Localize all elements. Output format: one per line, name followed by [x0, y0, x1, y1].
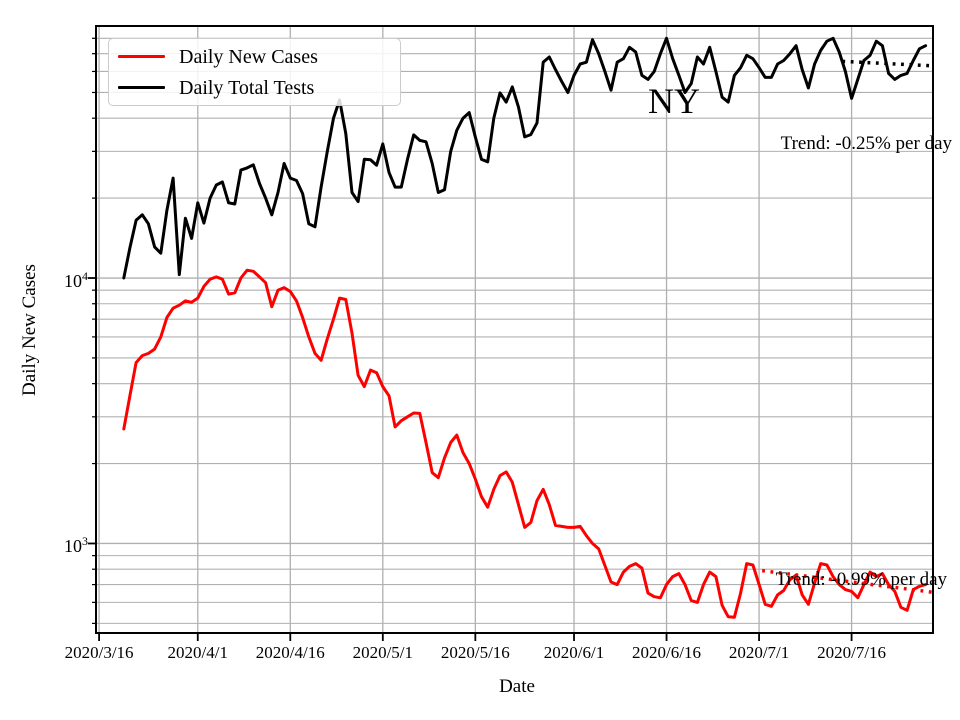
legend-label-tests: Daily Total Tests	[179, 76, 315, 99]
plot-border	[95, 25, 934, 634]
legend-item-cases: Daily New Cases	[109, 45, 400, 69]
tests-trend-line	[842, 59, 934, 68]
x-tick-label: 2020/5/1	[352, 643, 414, 662]
x-tick-label: 2020/7/1	[728, 643, 790, 662]
legend: Daily New Cases Daily Total Tests	[108, 38, 401, 106]
tests-trend-label: Trend: -0.25% per day	[780, 133, 952, 154]
x-tick-label: 2020/6/16	[632, 643, 701, 662]
y-tick-label: 104	[64, 269, 88, 292]
daily-new-cases-line	[122, 268, 928, 619]
x-axis-label: Date	[499, 676, 535, 697]
state-annotation: NY	[648, 81, 700, 121]
cases-trend-label: Trend: -0.99% per day	[775, 569, 947, 590]
legend-label-cases: Daily New Cases	[179, 45, 318, 68]
x-tick-label: 2020/3/16	[64, 643, 134, 662]
x-tick-label: 2020/4/1	[167, 643, 228, 662]
y-tick-label: 103	[64, 534, 88, 557]
legend-item-tests: Daily Total Tests	[109, 76, 400, 100]
daily-total-tests-line	[122, 36, 928, 280]
tests-line-swatch	[118, 85, 165, 90]
x-tick-label: 2020/6/1	[543, 643, 605, 662]
x-tick-label: 2020/4/16	[255, 643, 325, 662]
cases-line-swatch	[118, 54, 165, 59]
x-tick-label: 2020/5/16	[440, 643, 510, 662]
x-tick-label: 2020/7/16	[817, 643, 887, 662]
cases-trend-line	[761, 568, 934, 594]
